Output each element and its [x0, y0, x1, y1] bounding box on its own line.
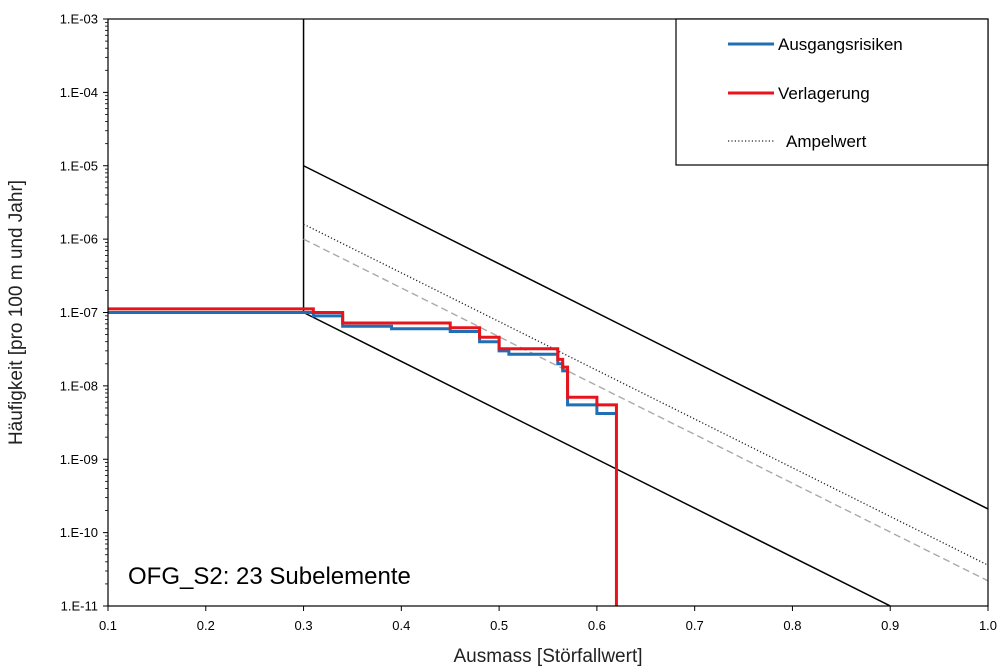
x-tick-label: 1.0 [979, 618, 997, 633]
series-line-ampelwert [303, 223, 989, 566]
legend-label-ampelwert: Ampelwert [786, 132, 867, 151]
y-tick-label: 1.E-10 [60, 525, 98, 540]
chart-annotation: OFG_S2: 23 Subelemente [128, 563, 411, 590]
legend: Ausgangsrisiken Verlagerung Ampelwert [675, 18, 989, 166]
y-tick-label: 1.E-07 [60, 305, 98, 320]
reference-line-3 [303, 165, 989, 510]
x-tick-label: 0.6 [588, 618, 606, 633]
y-tick-label: 1.E-08 [60, 378, 98, 393]
series-layer [108, 223, 989, 606]
y-tick-label: 1.E-11 [61, 599, 98, 614]
legend-label-ausgangsrisiken: Ausgangsrisiken [778, 35, 903, 54]
x-tick-label: 0.5 [490, 618, 508, 633]
x-tick-label: 0.8 [783, 618, 801, 633]
y-tick-label: 1.E-06 [60, 232, 98, 247]
reference-line-2 [303, 311, 891, 607]
y-axis: 1.E-11 1.E-10 1.E-09 1.E-08 1.E-07 1.E-06 1.E-… [60, 12, 108, 614]
x-tick-label: 0.3 [295, 618, 313, 633]
x-tick-label: 0.4 [392, 618, 410, 633]
x-axis: 0.1 0.2 0.3 0.4 0.5 0.6 0.7 0.8 0.9 1.0 [99, 606, 997, 633]
series-line-verlagerung [108, 307, 618, 606]
series-line-ausgangsrisiken [108, 311, 617, 416]
x-axis-label: Ausmass [Störfallwert] [454, 646, 643, 667]
x-tick-label: 0.2 [197, 618, 215, 633]
x-tick-label: 0.7 [686, 618, 704, 633]
y-axis-label: Häufigkeit [pro 100 m und Jahr] [6, 180, 27, 445]
y-tick-label: 1.E-04 [60, 85, 98, 100]
y-tick-label: 1.E-05 [60, 158, 98, 173]
reference-line-4 [303, 238, 989, 582]
x-tick-label: 0.9 [881, 618, 899, 633]
y-tick-label: 1.E-03 [60, 12, 98, 27]
legend-label-verlagerung: Verlagerung [778, 84, 870, 103]
y-tick-label: 1.E-09 [60, 452, 98, 467]
x-tick-label: 0.1 [99, 618, 117, 633]
reference-lines [302, 19, 989, 607]
